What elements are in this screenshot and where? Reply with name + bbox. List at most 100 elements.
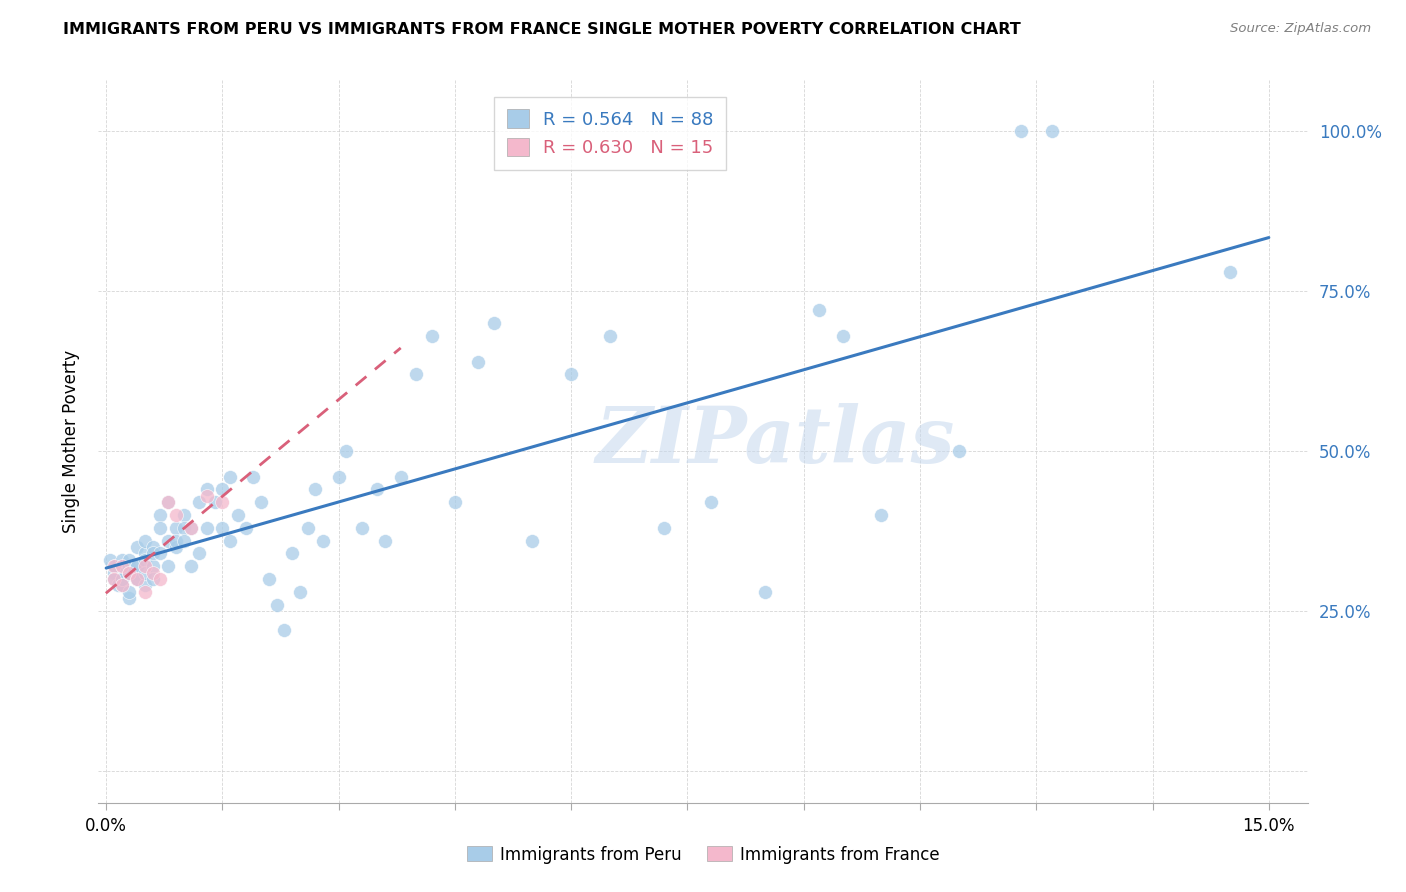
Point [288,584,311,599]
Point [111,572,134,586]
Point [273,623,295,637]
Point [118,591,141,606]
Point [188,546,211,560]
Point [1010,124,1032,138]
Point [103,559,125,574]
Point [870,508,893,522]
Point [204,495,226,509]
Point [226,508,249,522]
Point [754,584,776,599]
Point [808,303,831,318]
Point [366,483,388,497]
Point [98,553,121,567]
Point [134,578,156,592]
Point [180,559,202,574]
Point [118,584,141,599]
Point [149,546,172,560]
Point [165,521,187,535]
Point [127,540,149,554]
Point [142,566,165,580]
Point [118,566,141,580]
Point [111,559,134,574]
Point [103,566,125,580]
Point [157,495,180,509]
Point [118,559,141,574]
Point [142,546,165,560]
Point [127,572,149,586]
Point [831,329,853,343]
Point [219,469,242,483]
Point [235,521,257,535]
Y-axis label: Single Mother Poverty: Single Mother Poverty [62,350,80,533]
Point [482,316,505,330]
Point [328,469,350,483]
Point [111,578,134,592]
Point [173,508,195,522]
Text: IMMIGRANTS FROM PERU VS IMMIGRANTS FROM FRANCE SINGLE MOTHER POVERTY CORRELATION: IMMIGRANTS FROM PERU VS IMMIGRANTS FROM … [63,22,1021,37]
Point [219,533,242,548]
Point [652,521,675,535]
Point [111,572,134,586]
Point [560,368,582,382]
Point [173,521,195,535]
Point [149,521,172,535]
Point [111,553,134,567]
Point [142,572,165,586]
Point [242,469,264,483]
Point [1219,265,1241,279]
Point [127,559,149,574]
Legend: R = 0.564   N = 88, R = 0.630   N = 15: R = 0.564 N = 88, R = 0.630 N = 15 [495,96,725,169]
Point [374,533,396,548]
Point [127,559,149,574]
Legend: Immigrants from Peru, Immigrants from France: Immigrants from Peru, Immigrants from Fr… [460,839,946,871]
Point [297,521,319,535]
Point [127,572,149,586]
Point [350,521,373,535]
Point [420,329,443,343]
Point [118,566,141,580]
Point [700,495,723,509]
Point [257,572,280,586]
Point [188,495,211,509]
Point [111,559,134,574]
Point [149,508,172,522]
Point [157,559,180,574]
Point [149,572,172,586]
Point [107,578,129,592]
Point [134,533,156,548]
Point [165,540,187,554]
Point [211,483,233,497]
Point [389,469,412,483]
Point [281,546,304,560]
Point [211,495,233,509]
Point [134,584,156,599]
Point [173,533,195,548]
Point [405,368,427,382]
Point [180,521,202,535]
Point [1040,124,1063,138]
Point [195,483,218,497]
Point [195,489,218,503]
Point [165,533,187,548]
Point [127,572,149,586]
Point [157,533,180,548]
Point [250,495,273,509]
Point [104,559,127,574]
Text: ZIPatlas: ZIPatlas [596,403,955,480]
Point [165,508,187,522]
Point [111,578,134,592]
Point [134,566,156,580]
Point [304,483,326,497]
Point [134,559,156,574]
Point [522,533,544,548]
Point [599,329,621,343]
Point [103,572,125,586]
Point [118,553,141,567]
Point [312,533,335,548]
Point [211,521,233,535]
Point [142,540,165,554]
Point [467,354,489,368]
Point [134,546,156,560]
Point [142,559,165,574]
Point [948,444,970,458]
